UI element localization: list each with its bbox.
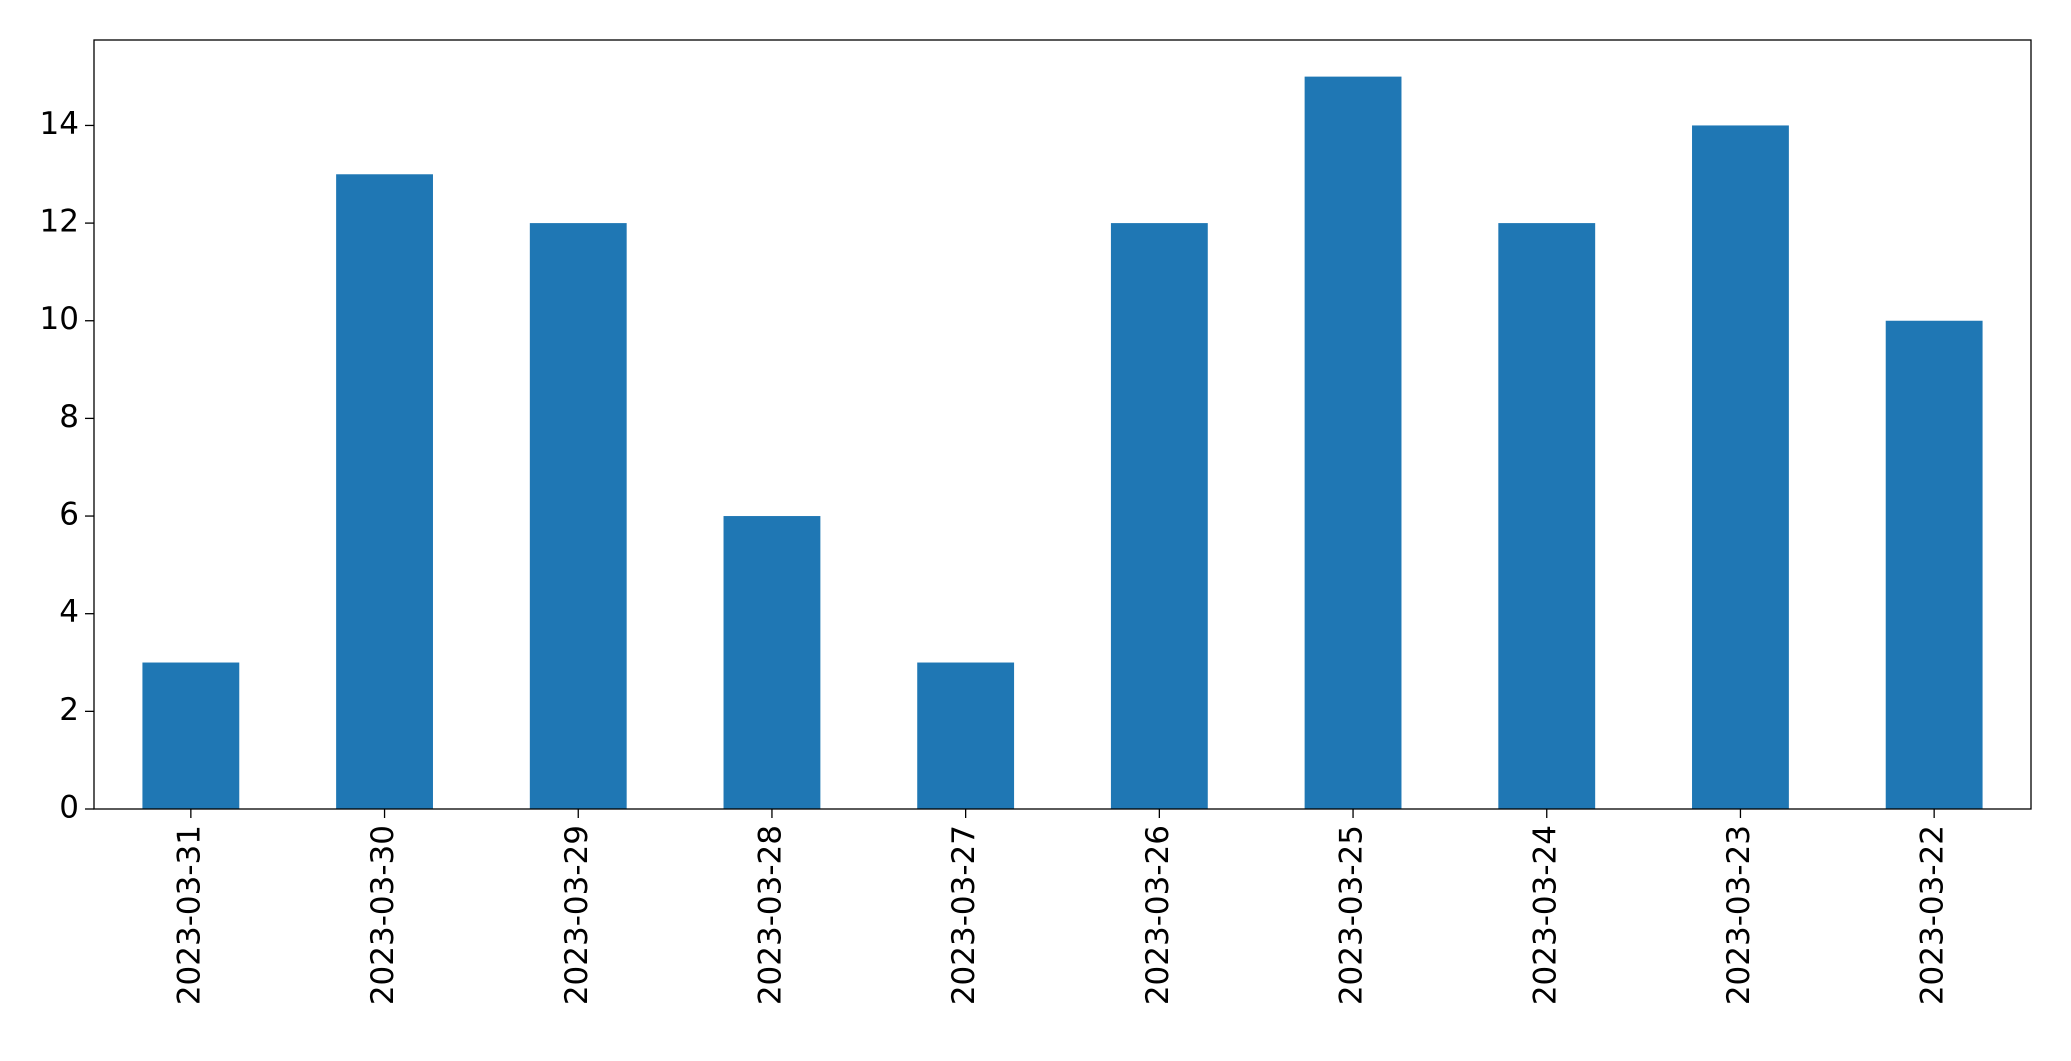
- x-tick-label: 2023-03-28: [752, 825, 788, 1005]
- x-tick-label: 2023-03-23: [1721, 825, 1757, 1005]
- bar: [1110, 223, 1208, 810]
- x-tick-label: 2023-03-30: [365, 825, 401, 1005]
- bar: [142, 662, 240, 809]
- y-tick-label: 6: [59, 497, 79, 533]
- x-tick-label: 2023-03-25: [1334, 825, 1370, 1005]
- bar: [917, 662, 1015, 809]
- x-tick-label: 2023-03-22: [1915, 825, 1951, 1005]
- x-tick-label: 2023-03-27: [946, 825, 982, 1005]
- bar: [723, 516, 821, 809]
- y-tick-label: 12: [40, 204, 79, 240]
- plot-frame: [93, 39, 2032, 810]
- y-tick-label: 14: [40, 106, 79, 142]
- x-tick-label: 2023-03-29: [559, 825, 595, 1005]
- bar: [1885, 320, 1983, 809]
- x-tick-label: 2023-03-24: [1527, 825, 1563, 1005]
- y-tick-label: 10: [40, 301, 79, 337]
- y-tick-label: 8: [59, 399, 79, 435]
- bar: [1692, 125, 1789, 809]
- bar: [529, 223, 627, 810]
- bar: [1498, 223, 1596, 810]
- y-tick-label: 2: [59, 692, 79, 728]
- bar: [336, 174, 433, 809]
- x-tick-label: 2023-03-31: [171, 825, 207, 1005]
- bar: [1304, 76, 1402, 810]
- y-tick-label: 0: [59, 790, 79, 826]
- y-tick-label: 4: [59, 594, 79, 630]
- x-tick-label: 2023-03-26: [1140, 825, 1176, 1005]
